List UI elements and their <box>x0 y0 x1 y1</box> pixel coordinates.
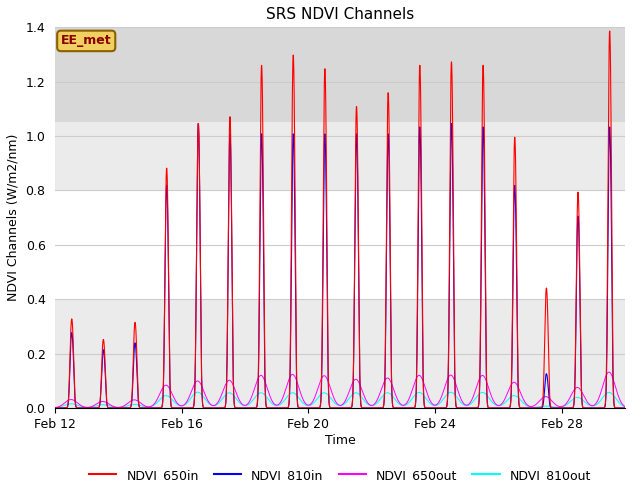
Bar <box>55 122 625 191</box>
NDVI_810out <box>396 401 403 407</box>
NDVI_650in <box>406 405 413 411</box>
Legend: NDVI_650in, NDVI_810in, NDVI_650out, NDVI_810out: NDVI_650in, NDVI_810in, NDVI_650out, NDV… <box>84 464 596 480</box>
Title: SRS NDVI Channels: SRS NDVI Channels <box>266 7 414 22</box>
Line: NDVI_810in: NDVI_810in <box>55 123 625 408</box>
NDVI_810in <box>621 405 628 411</box>
NDVI_650out <box>406 395 413 401</box>
NDVI_650in <box>606 28 614 34</box>
NDVI_650in <box>51 405 59 411</box>
NDVI_650out <box>396 400 403 406</box>
X-axis label: Time: Time <box>324 433 355 446</box>
NDVI_650out <box>211 403 218 408</box>
NDVI_810out <box>447 389 454 395</box>
NDVI_650in <box>621 405 628 411</box>
Line: NDVI_650out: NDVI_650out <box>55 372 625 408</box>
NDVI_810in <box>51 405 59 411</box>
NDVI_810out <box>211 403 218 408</box>
Y-axis label: NDVI Channels (W/m2/nm): NDVI Channels (W/m2/nm) <box>7 134 20 301</box>
Line: NDVI_810out: NDVI_810out <box>55 392 625 408</box>
NDVI_810out <box>567 398 575 404</box>
NDVI_810out <box>51 405 59 410</box>
NDVI_650in <box>211 405 218 411</box>
NDVI_810out <box>173 402 181 408</box>
NDVI_650in <box>173 405 181 411</box>
NDVI_650in <box>621 405 628 411</box>
NDVI_810in <box>211 405 218 411</box>
NDVI_810in <box>406 405 413 411</box>
NDVI_810in <box>173 405 181 411</box>
NDVI_810in <box>195 120 202 126</box>
NDVI_650out <box>605 369 613 375</box>
NDVI_650out <box>173 400 181 406</box>
Line: NDVI_650in: NDVI_650in <box>55 31 625 408</box>
NDVI_650in <box>396 405 403 411</box>
NDVI_810in <box>621 405 628 411</box>
NDVI_650out <box>566 394 574 399</box>
NDVI_810in <box>567 405 575 411</box>
NDVI_810in <box>396 405 403 411</box>
NDVI_650out <box>621 404 628 409</box>
NDVI_810out <box>621 404 628 409</box>
NDVI_810out <box>621 404 628 409</box>
NDVI_810out <box>406 399 413 405</box>
NDVI_650out <box>51 405 59 410</box>
Bar <box>55 27 625 122</box>
NDVI_650out <box>621 403 628 409</box>
Bar <box>55 299 625 408</box>
Text: EE_met: EE_met <box>61 35 111 48</box>
NDVI_650in <box>566 405 574 411</box>
